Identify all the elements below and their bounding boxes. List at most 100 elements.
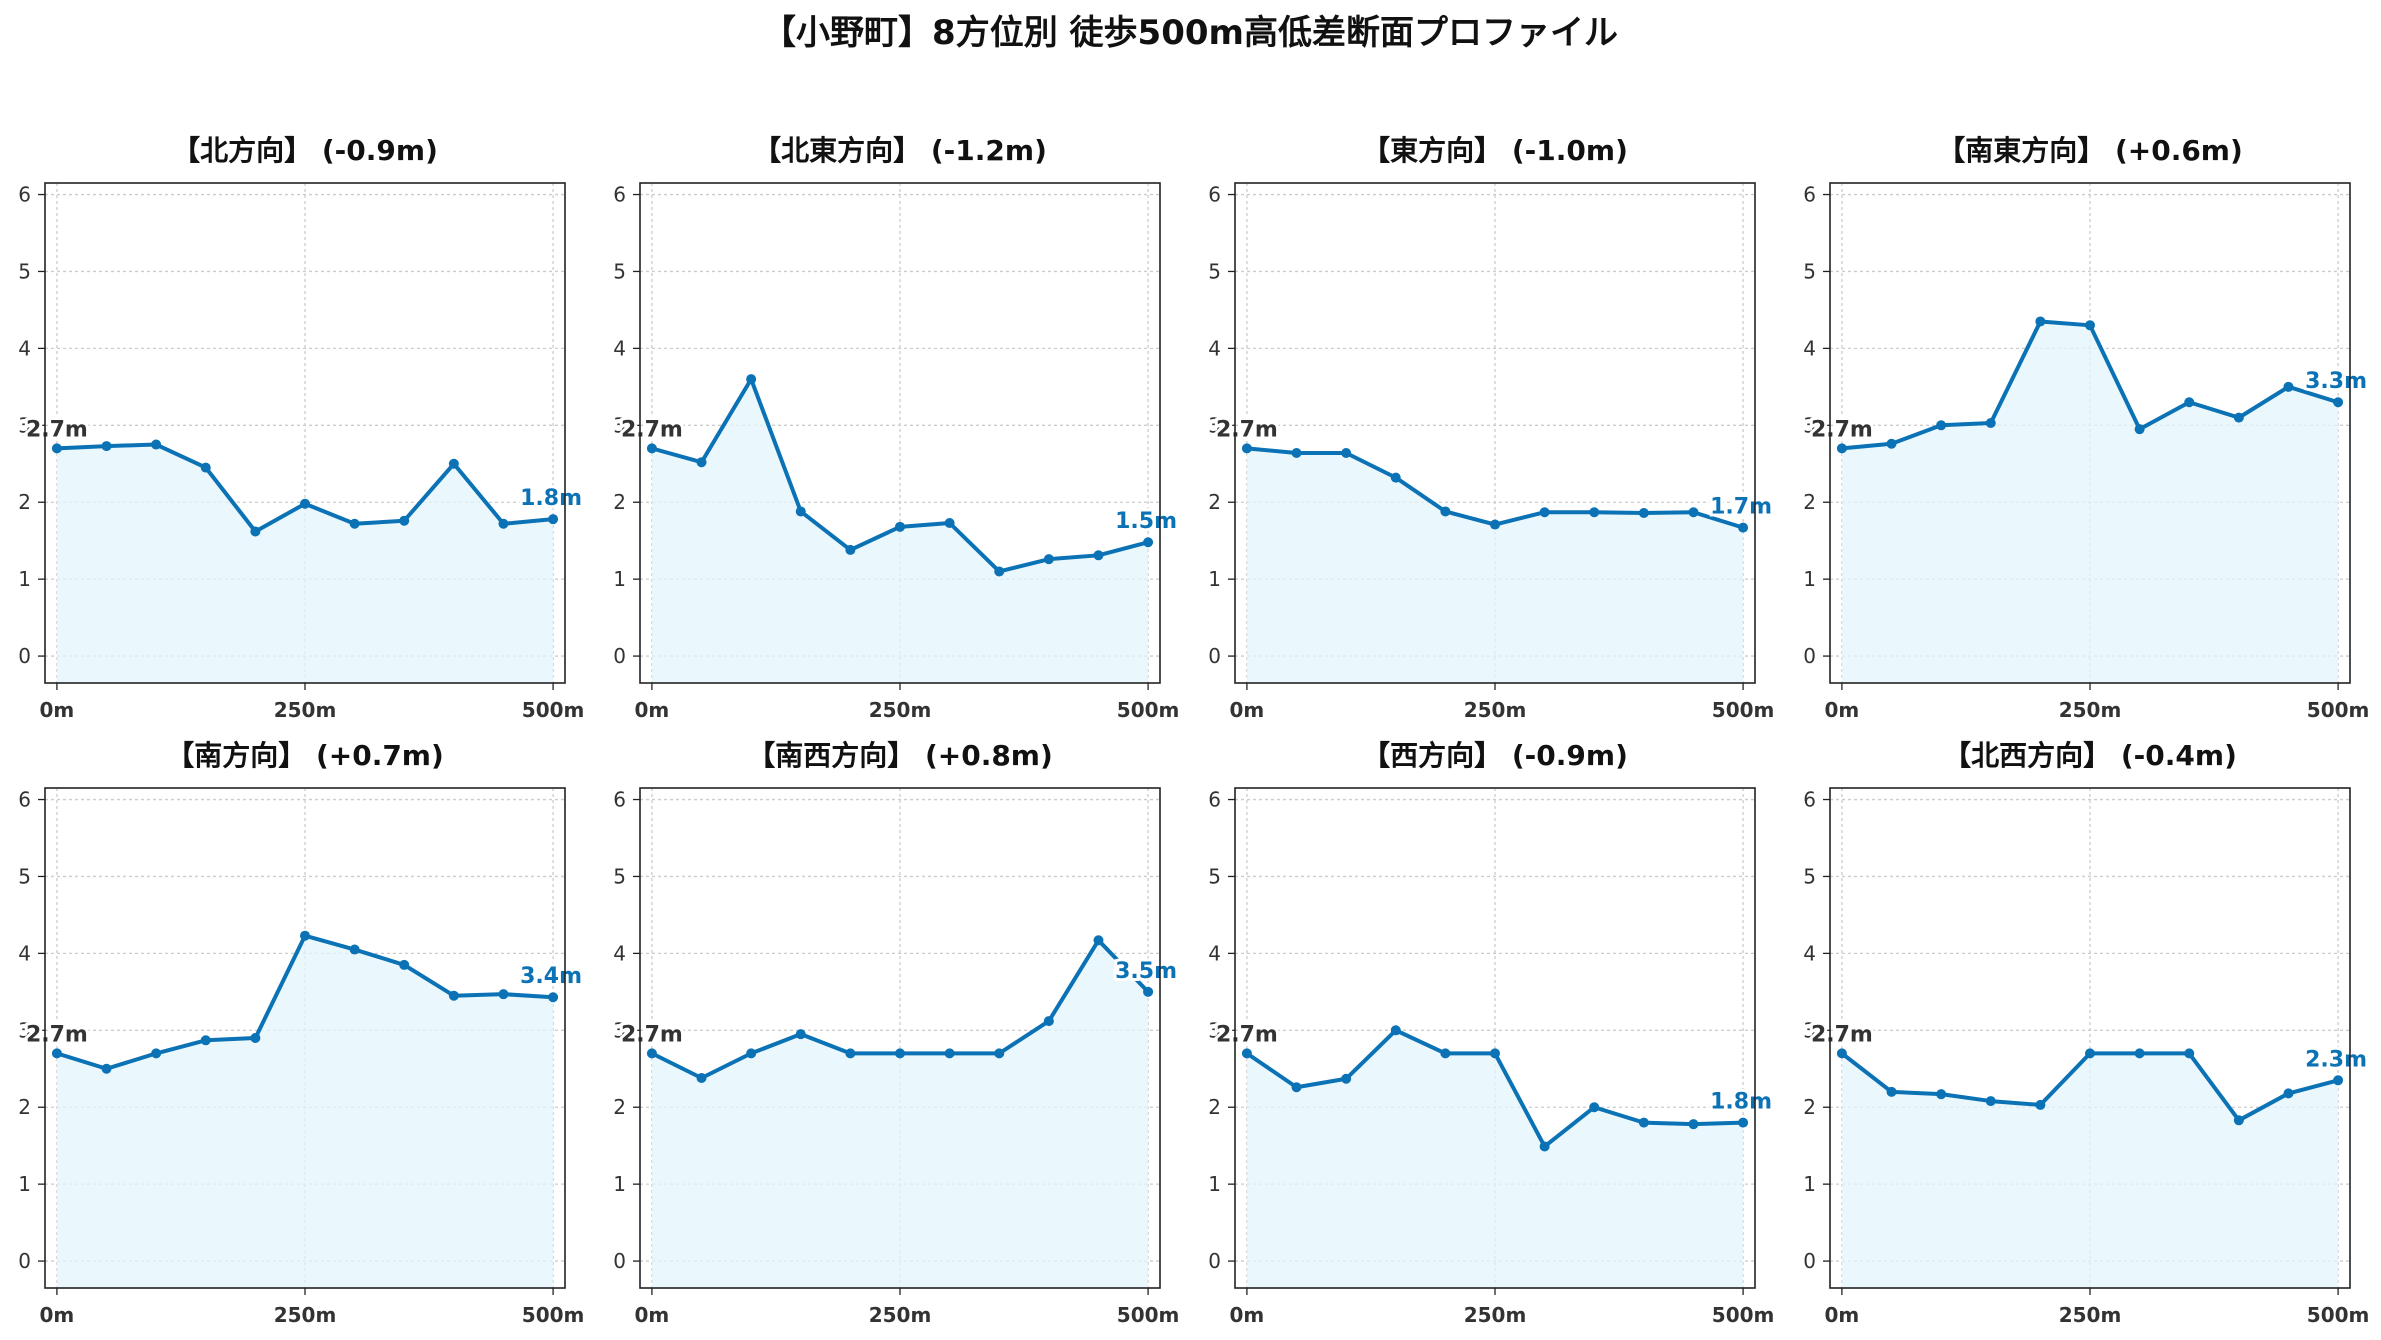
y-tick-label: 1 xyxy=(613,567,626,591)
profile-point xyxy=(1390,472,1401,483)
y-tick-label: 3 xyxy=(1803,1018,1816,1042)
profile-point xyxy=(51,1048,62,1059)
profile-point xyxy=(1043,554,1054,565)
y-tick-label: 4 xyxy=(1803,941,1816,965)
profile-point xyxy=(1490,519,1500,530)
y-tick-label: 2 xyxy=(1208,1095,1221,1119)
subplot-title: 【北東方向】 (-1.2m) xyxy=(753,134,1047,167)
profile-point xyxy=(2035,1099,2046,1110)
subplot-title: 【北西方向】 (-0.4m) xyxy=(1943,739,2237,772)
end-elevation-label: 1.8m xyxy=(1710,1090,1772,1115)
profile-point xyxy=(845,544,856,555)
profile-point xyxy=(2184,1048,2195,1059)
plot-frame xyxy=(639,787,1161,1289)
y-tick-label: 1 xyxy=(1803,567,1816,591)
x-tick-label: 250m xyxy=(2059,698,2122,722)
profile-area xyxy=(56,935,554,1288)
y-tick-label: 6 xyxy=(18,183,31,207)
y-tick-label: 4 xyxy=(613,941,626,965)
x-tick-label: 250m xyxy=(869,1303,932,1327)
plot-frame xyxy=(44,182,566,684)
profile-point xyxy=(1291,448,1302,458)
profile-point xyxy=(349,944,360,955)
y-tick-label: 2 xyxy=(1803,1095,1816,1119)
profile-point xyxy=(746,374,757,385)
subplot-title: 【南方向】 (+0.7m) xyxy=(166,739,444,772)
y-tick-label: 5 xyxy=(18,864,31,888)
profile-point xyxy=(994,566,1005,577)
y-tick-label: 3 xyxy=(18,413,31,437)
y-tick-label: 0 xyxy=(613,644,626,668)
x-tick-label: 500m xyxy=(1117,698,1180,722)
y-tick-label: 1 xyxy=(18,567,31,591)
profile-point xyxy=(1688,507,1699,518)
x-tick-label: 250m xyxy=(1464,1303,1527,1327)
profile-point xyxy=(1738,522,1749,533)
profile-point xyxy=(498,518,509,529)
profile-point xyxy=(944,518,955,528)
start-elevation-label: 2.7m xyxy=(1216,1022,1278,1047)
x-tick-label: 500m xyxy=(1712,698,1775,722)
y-tick-label: 1 xyxy=(1208,567,1221,591)
figure-title: 【小野町】8方位別 徒歩500m高低差断面プロファイル xyxy=(762,13,1618,53)
profile-point xyxy=(1143,986,1154,997)
profile-area xyxy=(651,940,1149,1288)
y-tick-label: 6 xyxy=(1208,183,1221,207)
profile-point xyxy=(200,462,211,473)
start-elevation-label: 2.7m xyxy=(621,1022,683,1047)
y-tick-label: 1 xyxy=(18,1172,31,1196)
y-tick-label: 3 xyxy=(1208,413,1221,437)
profile-point xyxy=(994,1048,1005,1059)
y-tick-label: 5 xyxy=(1208,259,1221,283)
y-tick-label: 2 xyxy=(613,1095,626,1119)
profile-point xyxy=(1093,935,1104,946)
profile-point xyxy=(399,515,410,526)
end-elevation-label: 1.7m xyxy=(1710,495,1772,520)
profile-point xyxy=(1043,1016,1054,1027)
profile-point xyxy=(1341,1073,1352,1084)
profile-point xyxy=(696,1073,707,1083)
profile-point xyxy=(250,1033,261,1043)
profile-point xyxy=(101,441,112,452)
x-tick-label: 0m xyxy=(40,1303,75,1327)
x-tick-label: 0m xyxy=(635,698,670,722)
end-elevation-label: 2.3m xyxy=(2305,1047,2367,1072)
profile-point xyxy=(1143,537,1154,548)
profile-area xyxy=(1246,1030,1744,1288)
profile-point xyxy=(1490,1048,1500,1059)
profile-point xyxy=(1836,1048,1847,1059)
subplot-title: 【南東方向】 (+0.6m) xyxy=(1937,134,2243,167)
profile-point xyxy=(746,1048,757,1059)
profile-point xyxy=(944,1048,955,1059)
profile-point xyxy=(1589,507,1600,518)
end-elevation-label: 1.8m xyxy=(520,486,582,511)
subplot-3: 【東方向】 (-1.0m) 0 1 2 3 4 5 6 0m 250m 500m 2.7m 1.7m xyxy=(1208,134,1775,722)
profile-point xyxy=(448,990,459,1001)
profile-point xyxy=(1886,1086,1897,1097)
y-tick-label: 2 xyxy=(1803,490,1816,514)
start-elevation-label: 2.7m xyxy=(621,417,683,442)
end-elevation-label: 3.3m xyxy=(2305,369,2367,394)
profile-area xyxy=(1246,448,1744,683)
profile-point xyxy=(1539,1141,1550,1152)
y-tick-label: 4 xyxy=(1208,336,1221,360)
y-tick-label: 5 xyxy=(1803,864,1816,888)
end-elevation-label: 3.5m xyxy=(1115,959,1177,984)
profile-point xyxy=(2233,1115,2244,1126)
y-tick-label: 6 xyxy=(613,788,626,812)
profile-point xyxy=(646,1048,657,1059)
x-tick-label: 0m xyxy=(1825,698,1860,722)
x-tick-label: 500m xyxy=(522,1303,585,1327)
profile-point xyxy=(1638,508,1649,518)
profile-point xyxy=(548,992,559,1003)
profile-point xyxy=(101,1063,112,1074)
y-tick-label: 3 xyxy=(18,1018,31,1042)
plot-frame xyxy=(1234,182,1756,684)
profile-point xyxy=(795,1029,806,1040)
y-tick-label: 0 xyxy=(613,1249,626,1273)
y-tick-label: 0 xyxy=(1803,1249,1816,1273)
plot-frame xyxy=(1829,787,2351,1289)
profile-point xyxy=(2085,1048,2095,1059)
profile-point xyxy=(895,521,905,532)
profile-point xyxy=(2184,397,2195,408)
